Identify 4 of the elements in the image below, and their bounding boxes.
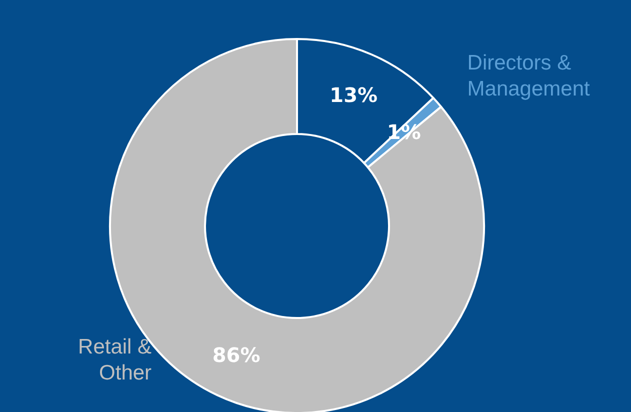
slice-label: Retail & Other [78, 336, 152, 384]
slice-label: Directors & Management [467, 51, 590, 100]
data-label: 13% [330, 83, 378, 108]
data-label: 86% [212, 342, 260, 367]
